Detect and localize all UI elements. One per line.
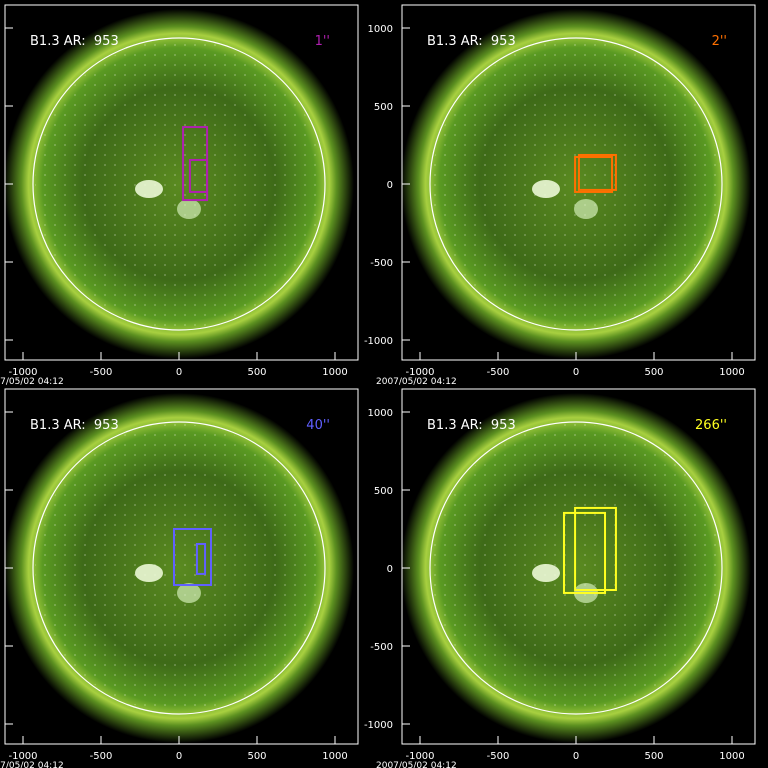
active-region	[177, 199, 201, 219]
resolution-label: 266''	[695, 418, 727, 433]
fov-box	[188, 158, 209, 193]
active-region	[135, 180, 163, 198]
y-tick-label: 1000	[368, 24, 393, 35]
panel-label: B1.3 AR: 953	[427, 34, 516, 49]
disk-grid	[35, 40, 323, 328]
panel-label: B1.3 AR: 953	[427, 418, 516, 433]
active-region	[574, 199, 598, 219]
limb	[32, 37, 326, 331]
y-tick-label: -1000	[364, 720, 393, 731]
panel-label: B1.3 AR: 953	[30, 34, 119, 49]
x-tick-label: -500	[90, 751, 113, 762]
panel: -1000 -500 0 500 1000 -1000 -500 0 500 1000 B1.3 A…	[364, 388, 756, 768]
x-tick-label: -500	[487, 367, 510, 378]
x-tick-label: 0	[573, 367, 579, 378]
x-tick-label: -1000	[405, 751, 434, 762]
x-tick-label: 0	[176, 367, 182, 378]
resolution-label: 40''	[306, 418, 330, 433]
y-tick-label: 0	[387, 180, 393, 191]
x-tick-label: -500	[487, 751, 510, 762]
plot-frame	[4, 388, 359, 745]
x-tick-label: -500	[90, 367, 113, 378]
timestamp: 2007/05/02 04:12	[0, 761, 64, 768]
fov-box	[195, 542, 207, 575]
panel: -1000 -500 0 500 1000 B1.3 AR: 953 1'' 2007/05/…	[0, 4, 359, 387]
x-tick-label: 500	[247, 751, 266, 762]
x-tick-label: 1000	[322, 751, 347, 762]
active-region	[532, 180, 560, 198]
active-region	[532, 564, 560, 582]
timestamp: 2007/05/02 04:12	[0, 377, 64, 387]
panel: -1000 -500 0 500 1000 B1.3 AR: 953 40'' 2007/05…	[0, 388, 359, 768]
x-tick-label: -1000	[8, 367, 37, 378]
fov-box	[574, 156, 614, 193]
limb	[429, 37, 723, 331]
plot-frame	[401, 388, 756, 745]
active-region	[177, 583, 201, 603]
x-tick-label: 500	[644, 751, 663, 762]
fov-box	[577, 153, 617, 191]
timestamp: 2007/05/02 04:12	[376, 761, 457, 768]
panel-label: B1.3 AR: 953	[30, 418, 119, 433]
resolution-label: 1''	[315, 34, 330, 49]
active-region	[135, 564, 163, 582]
resolution-label: 2''	[712, 34, 727, 49]
timestamp: 2007/05/02 04:12	[376, 377, 457, 387]
x-tick-label: 500	[644, 367, 663, 378]
x-tick-label: 0	[176, 751, 182, 762]
y-tick-label: 500	[374, 102, 393, 113]
fov-box	[173, 528, 212, 587]
x-tick-label: -1000	[8, 751, 37, 762]
y-tick-label: 0	[387, 564, 393, 575]
y-tick-label: -1000	[364, 336, 393, 347]
y-tick-label: -500	[370, 258, 393, 269]
y-tick-label: -500	[370, 642, 393, 653]
disk-grid	[35, 424, 323, 712]
plot-frame	[401, 4, 756, 361]
fov-box	[562, 511, 607, 594]
x-tick-label: 0	[573, 751, 579, 762]
fov-box	[574, 506, 617, 591]
y-tick-label: 1000	[368, 408, 393, 419]
x-tick-label: 1000	[719, 367, 744, 378]
y-tick-label: 500	[374, 486, 393, 497]
plot-frame	[4, 4, 359, 361]
x-tick-label: 1000	[719, 751, 744, 762]
limb	[429, 421, 723, 715]
panel: -1000 -500 0 500 1000 -1000 -500 0 500 1000 B1.3 A…	[364, 4, 756, 387]
x-tick-label: -1000	[405, 367, 434, 378]
limb	[32, 421, 326, 715]
x-tick-label: 1000	[322, 367, 347, 378]
x-tick-label: 500	[247, 367, 266, 378]
